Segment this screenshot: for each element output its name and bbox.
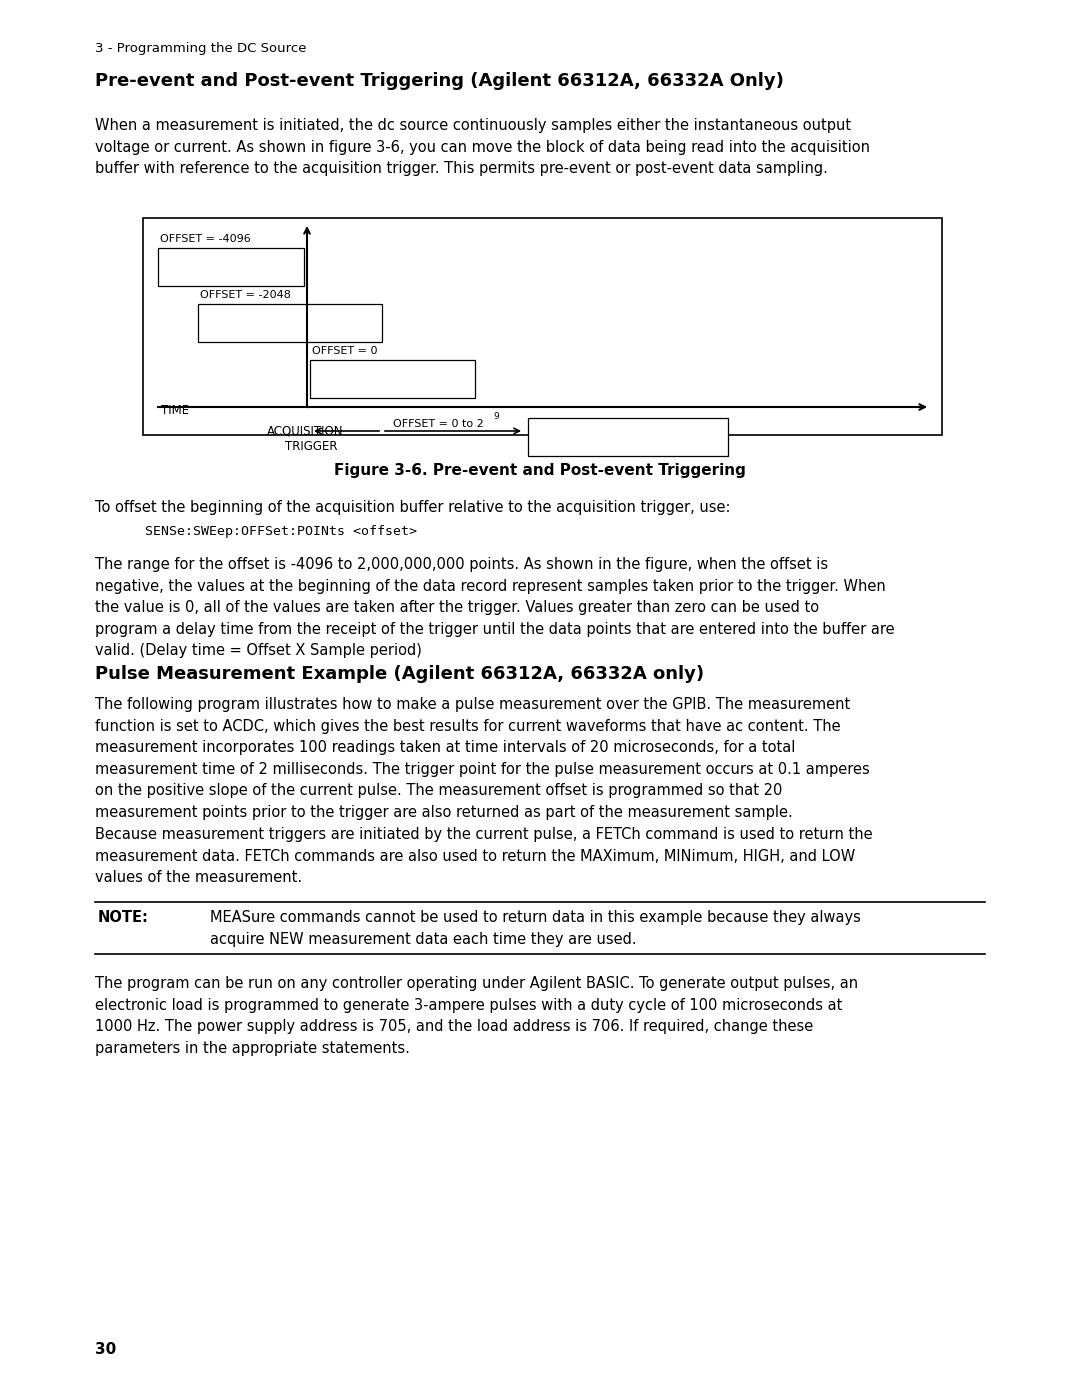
Text: The range for the offset is -4096 to 2,000,000,000 points. As shown in the figur: The range for the offset is -4096 to 2,0…	[95, 557, 894, 658]
Text: ACQUISITION: ACQUISITION	[267, 425, 343, 439]
Bar	[528, 418, 728, 455]
Text: Pre-event and Post-event Triggering (Agilent 66312A, 66332A Only): Pre-event and Post-event Triggering (Agi…	[95, 73, 784, 89]
Text: SENSe:SWEep:OFFSet:POINts <offset>: SENSe:SWEep:OFFSet:POINts <offset>	[145, 525, 417, 538]
Text: The program can be run on any controller operating under Agilent BASIC. To gener: The program can be run on any controller…	[95, 977, 859, 1056]
Text: Because measurement triggers are initiated by the current pulse, a FETCh command: Because measurement triggers are initiat…	[95, 827, 873, 886]
Bar	[158, 249, 303, 286]
Text: MEASure commands cannot be used to return data in this example because they alwa: MEASure commands cannot be used to retur…	[210, 909, 861, 947]
Text: Pulse Measurement Example (Agilent 66312A, 66332A only): Pulse Measurement Example (Agilent 66312…	[95, 665, 704, 683]
Bar	[198, 305, 382, 342]
Text: OFFSET = 0 to 2: OFFSET = 0 to 2	[393, 419, 484, 429]
Text: To offset the beginning of the acquisition buffer relative to the acquisition tr: To offset the beginning of the acquisiti…	[95, 500, 730, 515]
Text: TIME: TIME	[161, 404, 189, 416]
Text: 4096 DATA POINTS: 4096 DATA POINTS	[572, 430, 684, 443]
Text: TRIGGER: TRIGGER	[285, 440, 337, 453]
Text: OFFSET = -4096: OFFSET = -4096	[160, 235, 251, 244]
Text: 4096 DATA POINTS: 4096 DATA POINTS	[234, 317, 346, 330]
Text: The following program illustrates how to make a pulse measurement over the GPIB.: The following program illustrates how to…	[95, 697, 869, 820]
Text: OFFSET = 0: OFFSET = 0	[312, 346, 378, 356]
Text: 30: 30	[95, 1343, 117, 1356]
Text: When a measurement is initiated, the dc source continuously samples either the i: When a measurement is initiated, the dc …	[95, 117, 870, 176]
Text: NOTE:: NOTE:	[98, 909, 149, 925]
Text: OFFSET = -2048: OFFSET = -2048	[200, 291, 291, 300]
Text: 4096 DATA POINTS: 4096 DATA POINTS	[176, 260, 286, 274]
Bar	[143, 218, 942, 434]
Text: 9: 9	[492, 412, 499, 420]
Text: 4096 DATA POINTS: 4096 DATA POINTS	[337, 373, 448, 386]
Text: 3 - Programming the DC Source: 3 - Programming the DC Source	[95, 42, 307, 54]
Text: Figure 3-6. Pre-event and Post-event Triggering: Figure 3-6. Pre-event and Post-event Tri…	[334, 462, 746, 478]
Bar	[310, 360, 475, 398]
